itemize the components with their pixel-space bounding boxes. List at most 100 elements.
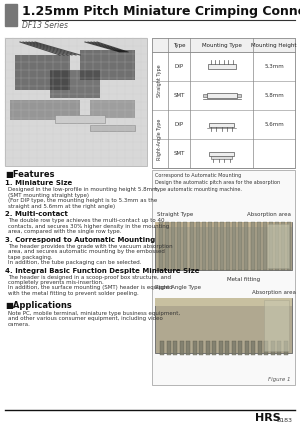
Bar: [199, 341, 203, 355]
Bar: [208, 222, 212, 270]
Text: 5.6mm: 5.6mm: [264, 122, 284, 127]
Text: DIP: DIP: [174, 122, 184, 127]
Text: ■Applications: ■Applications: [5, 301, 72, 311]
Text: SMT: SMT: [173, 93, 185, 98]
Bar: [5, 4, 17, 26]
Text: Straight Type: Straight Type: [157, 212, 193, 217]
Text: camera.: camera.: [8, 321, 31, 326]
Bar: [281, 222, 285, 270]
Bar: [55, 115, 105, 123]
Bar: [196, 222, 200, 270]
Bar: [209, 122, 234, 127]
Bar: [264, 341, 268, 355]
Bar: [152, 38, 295, 168]
Text: In addition, the tube packaging can be selected.: In addition, the tube packaging can be s…: [8, 260, 142, 265]
Bar: [190, 222, 194, 270]
Bar: [287, 222, 291, 270]
Bar: [232, 222, 236, 270]
Bar: [214, 222, 218, 270]
Bar: [193, 341, 196, 355]
Text: Right-Angle Type: Right-Angle Type: [158, 118, 163, 160]
Text: Absorption area: Absorption area: [252, 290, 296, 295]
Text: 1.25mm Pitch Miniature Crimping Connector: 1.25mm Pitch Miniature Crimping Connecto…: [22, 5, 300, 18]
Bar: [160, 341, 164, 355]
Text: tape packaging.: tape packaging.: [8, 255, 52, 260]
Bar: [257, 341, 262, 355]
Bar: [236, 94, 241, 97]
Bar: [165, 222, 169, 270]
Text: 2. Multi-contact: 2. Multi-contact: [5, 211, 68, 217]
Bar: [263, 222, 267, 270]
Text: 1. Miniature Size: 1. Miniature Size: [5, 180, 72, 186]
Bar: [284, 341, 287, 355]
Text: Note PC, mobile terminal, miniature type business equipment,: Note PC, mobile terminal, miniature type…: [8, 311, 180, 315]
Bar: [10, 100, 80, 120]
Bar: [155, 222, 292, 227]
Bar: [226, 222, 230, 270]
Bar: [269, 222, 273, 270]
Bar: [171, 222, 175, 270]
Bar: [202, 222, 206, 270]
Text: DF13 Series: DF13 Series: [22, 21, 68, 30]
Text: Type: Type: [173, 42, 185, 48]
Bar: [155, 222, 292, 270]
Text: Designed in the low-profile in mounting height 5.8mm.: Designed in the low-profile in mounting …: [8, 187, 159, 192]
Text: Figure 1: Figure 1: [268, 377, 290, 382]
Bar: [177, 222, 181, 270]
Bar: [155, 298, 292, 306]
Bar: [206, 93, 236, 98]
Bar: [152, 170, 295, 385]
Bar: [208, 64, 236, 69]
Bar: [80, 50, 135, 80]
Bar: [202, 94, 206, 97]
Text: straight and 5.6mm at the right angle): straight and 5.6mm at the right angle): [8, 204, 115, 209]
Text: In addition, the surface mounting (SMT) header is equipped: In addition, the surface mounting (SMT) …: [8, 286, 172, 291]
Text: area, and secures automatic mounting by the embossed: area, and secures automatic mounting by …: [8, 249, 165, 254]
Bar: [238, 222, 242, 270]
Text: The header is designed in a scoop-proof box structure, and: The header is designed in a scoop-proof …: [8, 275, 171, 280]
Bar: [152, 38, 295, 52]
Bar: [50, 70, 100, 98]
Text: 5.8mm: 5.8mm: [264, 93, 284, 98]
Text: DIP: DIP: [174, 64, 184, 69]
Text: HRS: HRS: [255, 413, 281, 423]
Bar: [277, 341, 281, 355]
Text: contacts, and secures 30% higher density in the mounting: contacts, and secures 30% higher density…: [8, 224, 169, 229]
Bar: [179, 341, 184, 355]
Bar: [251, 341, 255, 355]
Bar: [173, 341, 177, 355]
Text: with the metal fitting to prevent solder peeling.: with the metal fitting to prevent solder…: [8, 291, 139, 296]
Bar: [15, 55, 70, 90]
Bar: [275, 222, 279, 270]
Bar: [256, 222, 261, 270]
Text: completely prevents mis-insertion.: completely prevents mis-insertion.: [8, 280, 104, 285]
Bar: [5, 38, 147, 166]
Bar: [250, 222, 254, 270]
Text: Absorption area: Absorption area: [247, 212, 291, 217]
Text: Mounting Height: Mounting Height: [251, 42, 297, 48]
Bar: [244, 341, 248, 355]
Text: 5.3mm: 5.3mm: [264, 64, 284, 69]
Bar: [183, 222, 188, 270]
Bar: [159, 222, 163, 270]
Text: 3. Correspond to Automatic Mounting: 3. Correspond to Automatic Mounting: [5, 236, 155, 243]
Bar: [271, 341, 274, 355]
Bar: [220, 222, 224, 270]
Text: Right Angle Type: Right Angle Type: [155, 285, 201, 290]
Text: (For DIP type, the mounting height is to 5.3mm as the: (For DIP type, the mounting height is to…: [8, 198, 157, 203]
Bar: [218, 341, 223, 355]
Text: SMT: SMT: [173, 151, 185, 156]
Text: The double row type achieves the multi-contact up to 40: The double row type achieves the multi-c…: [8, 218, 164, 223]
Bar: [186, 341, 190, 355]
Text: The header provides the grade with the vacuum absorption: The header provides the grade with the v…: [8, 244, 172, 249]
Bar: [167, 341, 170, 355]
Bar: [206, 341, 209, 355]
Bar: [211, 156, 232, 159]
Text: B183: B183: [276, 417, 292, 422]
Bar: [238, 341, 242, 355]
Bar: [225, 341, 229, 355]
Bar: [264, 300, 289, 351]
Bar: [267, 224, 289, 268]
Bar: [212, 341, 216, 355]
Text: area, compared with the single row type.: area, compared with the single row type.: [8, 229, 122, 234]
